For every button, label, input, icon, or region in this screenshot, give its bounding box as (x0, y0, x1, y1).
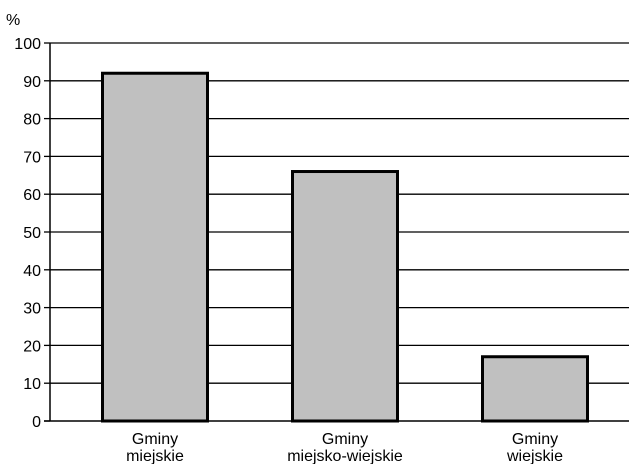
y-tick-label: 60 (23, 187, 41, 204)
y-tick-label: 90 (23, 74, 41, 91)
x-category-label: wiejskie (506, 448, 563, 464)
y-tick-labels: 0 10 20 30 40 50 60 70 80 90 100 (14, 36, 41, 431)
y-tick-label: 0 (32, 414, 41, 431)
bar (481, 355, 589, 423)
bars (101, 71, 589, 423)
x-category-label: Gminy (512, 431, 558, 448)
y-tick-label: 20 (23, 338, 41, 355)
y-tick-label: 10 (23, 376, 41, 393)
y-tick-label: 40 (23, 263, 41, 280)
bar (101, 71, 209, 423)
x-category-label: miejsko-wiejskie (287, 448, 403, 464)
y-tick-label: 70 (23, 149, 41, 166)
y-tick-label: 80 (23, 112, 41, 129)
x-category-label: Gminy (322, 431, 368, 448)
bar (291, 170, 399, 423)
y-tick-label: 50 (23, 225, 41, 242)
axes (44, 42, 629, 422)
y-tick-label: 30 (23, 301, 41, 318)
x-category-labels: GminymiejskieGminymiejsko-wiejskieGminyw… (126, 431, 563, 464)
x-category-label: Gminy (132, 431, 178, 448)
y-axis-unit-label: % (6, 12, 20, 29)
x-category-label: miejskie (126, 448, 184, 464)
y-tick-label: 100 (14, 36, 41, 53)
